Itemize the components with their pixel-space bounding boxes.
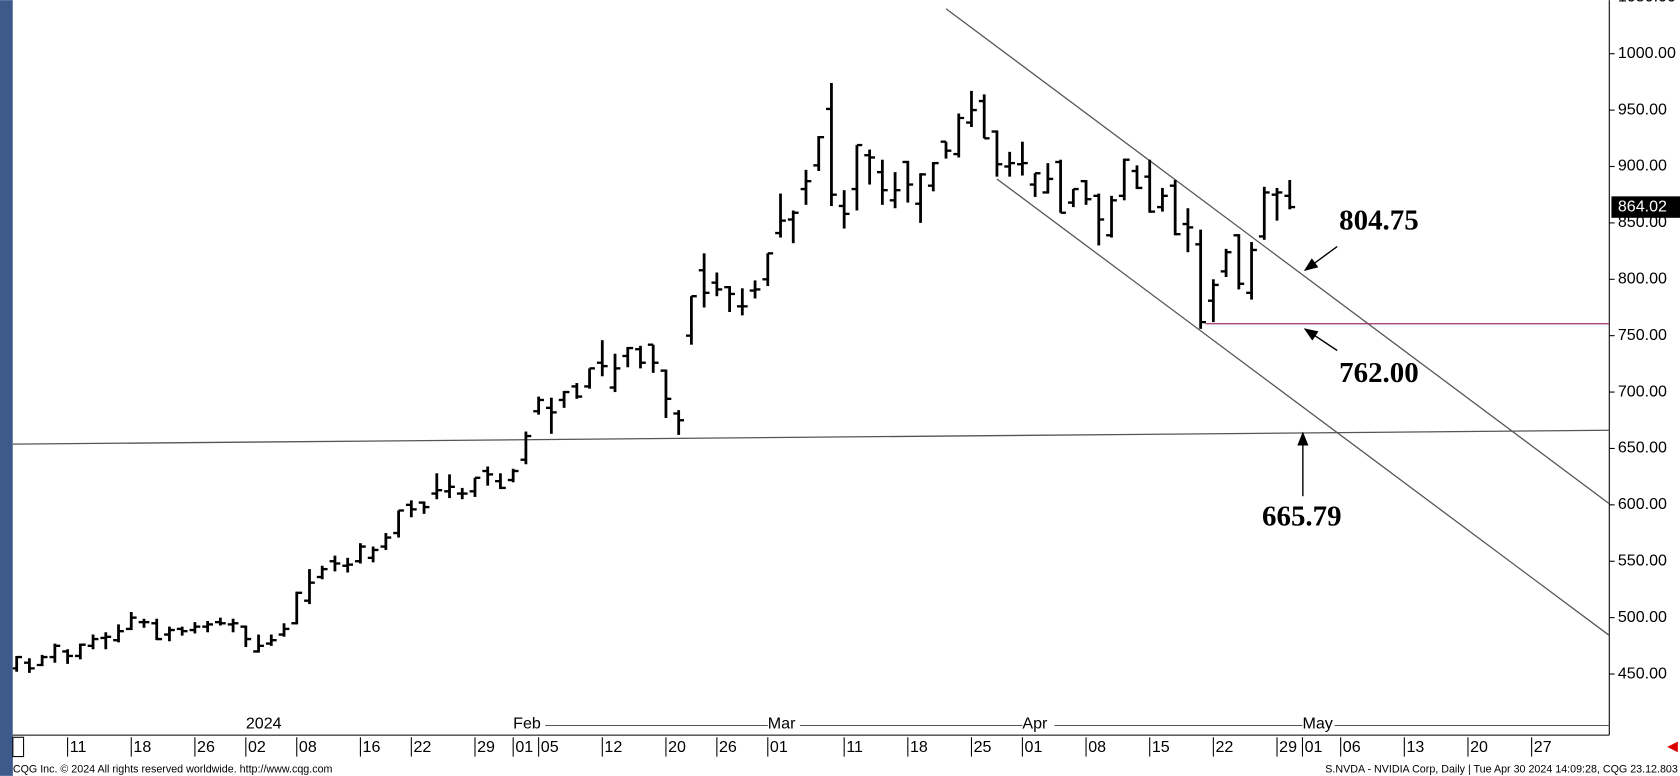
y-tick-label: 550.00 [1618, 551, 1667, 569]
x-tick-label: 01 [770, 738, 788, 756]
y-tick-label: 1050.00 [1618, 0, 1676, 6]
annotation-arrow [1303, 246, 1338, 271]
trend-line [945, 8, 1610, 505]
y-tick-label: 700.00 [1618, 382, 1667, 400]
x-tick-label: 01 [1025, 738, 1043, 756]
x-tick-label: 18 [133, 738, 151, 756]
scroll-arrow[interactable] [1667, 741, 1678, 753]
x-tick-label: 22 [413, 738, 431, 756]
month-label: Feb [513, 715, 541, 733]
footer-right: S.NVDA - NVIDIA Corp, Daily | Tue Apr 30… [1325, 763, 1678, 775]
x-tick-label: 06 [1343, 738, 1361, 756]
x-tick-label: 16 [363, 738, 381, 756]
x-tick-label: 27 [1534, 738, 1552, 756]
footer-left: CQG Inc. © 2024 All rights reserved worl… [13, 763, 333, 775]
y-tick-label: 650.00 [1618, 439, 1667, 457]
y-tick-label: 900.00 [1618, 157, 1667, 175]
x-tick-label: 20 [668, 738, 686, 756]
x-tick-label: 11 [70, 738, 87, 756]
x-tick-label: 13 [1406, 738, 1424, 756]
month-label: 2024 [246, 715, 282, 733]
plot-area [12, 0, 1610, 736]
x-tick-label: 05 [541, 738, 559, 756]
trend-line [996, 178, 1610, 636]
x-tick-label: 25 [974, 738, 992, 756]
x-tick-label: 15 [1152, 738, 1170, 756]
annotation: 665.79 [1262, 500, 1341, 532]
y-tick-label: 750.00 [1618, 326, 1667, 344]
annotation: 762.00 [1339, 357, 1419, 389]
x-tick-label: 01 [515, 738, 533, 756]
x-tick-label: 02 [248, 738, 266, 756]
y-tick-label: 1000.00 [1618, 44, 1676, 62]
y-tick-label: 450.00 [1618, 664, 1667, 682]
annotation-arrow [1303, 328, 1338, 352]
trend-line [12, 429, 1610, 445]
month-label: May [1302, 715, 1332, 733]
x-tick-label: 11 [846, 738, 863, 756]
x-tick-label: 22 [1216, 738, 1234, 756]
x-tick-label: 01 [1305, 738, 1323, 756]
x-tick-label: 26 [719, 738, 737, 756]
y-tick-label: 500.00 [1618, 608, 1667, 626]
y-tick-label: 600.00 [1618, 495, 1667, 513]
x-tick-label: 18 [910, 738, 928, 756]
plot-group [12, 8, 1610, 673]
month-label: Apr [1022, 715, 1048, 733]
x-tick-label: 29 [1279, 738, 1297, 756]
left-border [0, 0, 13, 776]
last-price-label: 864.02 [1618, 197, 1667, 215]
x-tick-label: 29 [477, 738, 495, 756]
x-tick-label: 08 [1088, 738, 1106, 756]
annotation: 804.75 [1339, 205, 1419, 237]
x-tick-label: 26 [197, 738, 215, 756]
x-tick-label: 12 [604, 738, 622, 756]
y-tick-label: 950.00 [1618, 100, 1667, 118]
month-label: Mar [768, 715, 796, 733]
last-price-box [1611, 196, 1680, 218]
y-tick-label: 800.00 [1618, 270, 1667, 288]
x-tick-label: 08 [299, 738, 317, 756]
x-tick-label: 20 [1470, 738, 1488, 756]
axis-box [12, 736, 25, 758]
